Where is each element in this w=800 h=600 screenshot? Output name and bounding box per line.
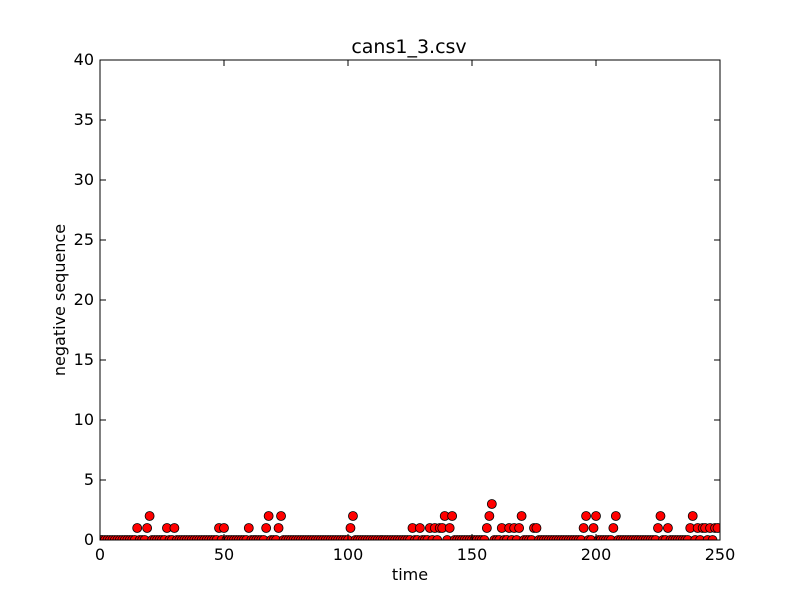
y-tick-label: 20 xyxy=(74,290,94,309)
data-point xyxy=(605,535,616,540)
y-axis-ticks: 0 5 10 15 20 25 30 35 40 xyxy=(74,50,720,549)
data-point xyxy=(481,523,492,533)
data-point xyxy=(479,535,490,540)
data-point xyxy=(608,523,619,533)
y-tick-label: 15 xyxy=(74,350,94,369)
data-point xyxy=(271,535,281,540)
data-point xyxy=(586,535,596,540)
data-point xyxy=(258,535,269,540)
data-point xyxy=(531,523,542,533)
data-point xyxy=(588,523,599,533)
y-tick-label: 30 xyxy=(74,170,94,189)
x-tick-label: 150 xyxy=(457,545,488,564)
data-point xyxy=(576,535,587,540)
data-point xyxy=(578,523,589,533)
data-point xyxy=(484,511,495,521)
x-tick-label: 0 xyxy=(95,545,105,564)
data-point xyxy=(486,499,497,509)
data-point xyxy=(169,523,180,533)
data-point xyxy=(653,523,663,533)
data-point xyxy=(695,535,706,540)
data-point xyxy=(707,535,718,540)
data-point xyxy=(514,523,525,533)
data-point xyxy=(139,535,150,540)
chart-title: cans1_3.csv xyxy=(351,36,466,58)
x-tick-label: 200 xyxy=(581,545,612,564)
y-tick-label: 40 xyxy=(74,50,94,69)
data-point xyxy=(663,523,673,533)
data-point xyxy=(348,511,358,521)
x-tick-label: 250 xyxy=(705,545,736,564)
x-tick-label: 100 xyxy=(333,545,364,564)
y-tick-label: 0 xyxy=(84,530,94,549)
data-point xyxy=(273,523,284,533)
data-point xyxy=(132,523,143,533)
y-tick-label: 35 xyxy=(74,110,94,129)
data-point xyxy=(511,535,522,540)
data-point xyxy=(650,535,661,540)
data-point xyxy=(516,511,527,521)
data-point xyxy=(415,523,425,533)
data-point xyxy=(447,511,458,521)
data-point xyxy=(687,511,698,521)
y-tick-label: 25 xyxy=(74,230,94,249)
data-point xyxy=(682,535,693,540)
y-tick-label: 5 xyxy=(84,470,94,489)
x-tick-label: 50 xyxy=(214,545,234,564)
data-point xyxy=(655,511,666,521)
data-point xyxy=(263,511,274,521)
data-point xyxy=(276,511,286,521)
data-point xyxy=(581,511,591,521)
data-point xyxy=(432,535,443,540)
data-points xyxy=(100,499,720,540)
data-point xyxy=(142,523,153,533)
data-point xyxy=(526,535,537,540)
data-point xyxy=(243,523,254,533)
data-point xyxy=(610,511,621,521)
data-point xyxy=(442,535,453,540)
data-point xyxy=(591,511,601,521)
x-axis-ticks: 0 50 100 150 200 250 xyxy=(95,60,735,564)
data-point xyxy=(444,523,455,533)
data-point xyxy=(345,523,356,533)
x-axis-label: time xyxy=(392,565,428,584)
y-axis-label: negative sequence xyxy=(50,224,69,376)
data-point xyxy=(261,523,272,533)
data-point xyxy=(219,523,229,533)
data-point xyxy=(144,511,155,521)
data-point xyxy=(712,523,720,533)
y-tick-label: 10 xyxy=(74,410,94,429)
